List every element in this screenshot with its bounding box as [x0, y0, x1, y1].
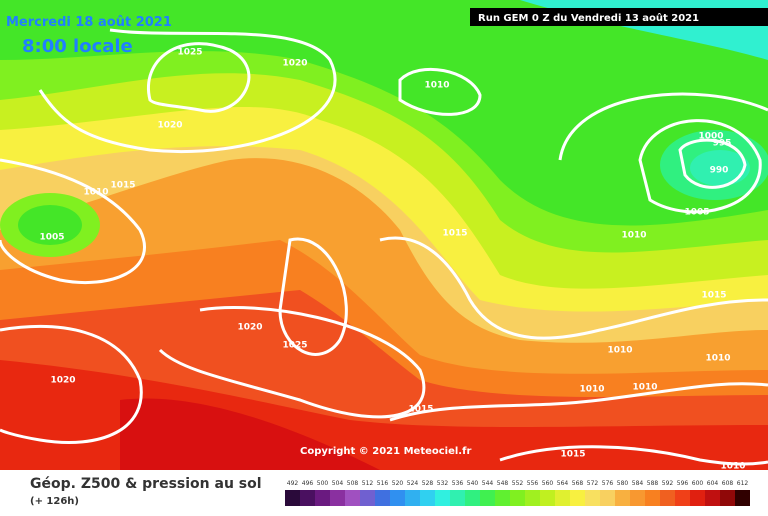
scale-swatch	[735, 490, 750, 506]
scale-swatch	[645, 490, 660, 506]
isobar-label: 990	[710, 166, 729, 176]
scale-value: 556	[527, 480, 539, 487]
isobar-label: 1005	[39, 233, 64, 243]
scale-swatch	[285, 490, 300, 506]
color-scale: 492 496 500 504 508 512 516 520 524 528 532 536 540 5…	[285, 480, 750, 506]
scale-value: 552	[512, 480, 524, 487]
scale-swatch	[585, 490, 600, 506]
isobar-label: 1010	[720, 462, 745, 472]
scale-swatch	[525, 490, 540, 506]
scale-value: 588	[647, 480, 659, 487]
isobar-label: 1010	[83, 188, 108, 198]
isobar-label: 1010	[632, 383, 657, 393]
scale-value: 584	[632, 480, 644, 487]
scale-swatch	[300, 490, 315, 506]
map-date: Mercredi 18 août 2021	[6, 15, 172, 30]
scale-swatch	[540, 490, 555, 506]
scale-value: 600	[692, 480, 704, 487]
scale-swatch	[420, 490, 435, 506]
footer-subtitle: (+ 126h)	[30, 496, 79, 507]
isobar-label: 1015	[408, 405, 433, 415]
scale-value: 496	[302, 480, 314, 487]
scale-swatch	[465, 490, 480, 506]
scale-swatch	[675, 490, 690, 506]
scale-value: 604	[707, 480, 719, 487]
scale-swatch	[495, 490, 510, 506]
isobar-label: 1010	[579, 385, 604, 395]
scale-swatch	[375, 490, 390, 506]
scale-value: 608	[722, 480, 734, 487]
run-box	[470, 8, 768, 26]
scale-swatch	[405, 490, 420, 506]
scale-value: 564	[557, 480, 569, 487]
scale-value: 524	[407, 480, 419, 487]
isobar-label: 1010	[705, 354, 730, 364]
scale-value: 612	[737, 480, 749, 487]
isobar-label: 995	[713, 139, 732, 149]
scale-value: 492	[287, 480, 299, 487]
scale-value: 540	[467, 480, 479, 487]
scale-value: 520	[392, 480, 404, 487]
scale-swatch	[450, 490, 465, 506]
isobar-label: 1025	[177, 48, 202, 58]
scale-value: 516	[377, 480, 389, 487]
map-time: 8:00 locale	[22, 36, 133, 57]
isobar-label: 1020	[50, 376, 75, 386]
scale-value: 568	[572, 480, 584, 487]
scale-value: 548	[497, 480, 509, 487]
scale-value: 512	[362, 480, 374, 487]
scale-swatch	[315, 490, 330, 506]
scale-swatch	[630, 490, 645, 506]
scale-value: 536	[452, 480, 464, 487]
scale-value: 592	[662, 480, 674, 487]
isobar-label: 1005	[684, 208, 709, 218]
isobar-label: 1015	[442, 229, 467, 239]
scale-swatch	[600, 490, 615, 506]
scale-swatch	[435, 490, 450, 506]
copyright: Copyright © 2021 Meteociel.fr	[300, 446, 471, 457]
scale-value: 572	[587, 480, 599, 487]
isobars	[0, 28, 768, 466]
scale-value: 596	[677, 480, 689, 487]
background-field	[0, 0, 768, 471]
scale-swatch	[570, 490, 585, 506]
scale-swatch	[690, 490, 705, 506]
scale-value: 576	[602, 480, 614, 487]
scale-value: 580	[617, 480, 629, 487]
isobar-label: 1015	[701, 291, 726, 301]
scale-value: 504	[332, 480, 344, 487]
scale-swatch	[510, 490, 525, 506]
scale-swatch	[615, 490, 630, 506]
scale-value: 508	[347, 480, 359, 487]
scale-value: 532	[437, 480, 449, 487]
isobar-label: 1000	[698, 132, 723, 142]
run-info: Run GEM 0 Z du Vendredi 13 août 2021	[478, 12, 699, 24]
isobar-label: 1020	[237, 323, 262, 333]
scale-swatch	[720, 490, 735, 506]
scale-swatch	[390, 490, 405, 506]
isobar-label: 1015	[110, 181, 135, 191]
isobar-label: 1010	[621, 231, 646, 241]
scale-swatch	[660, 490, 675, 506]
scale-swatch	[480, 490, 495, 506]
scale-value: 560	[542, 480, 554, 487]
scale-swatch	[555, 490, 570, 506]
isobar-label: 1020	[282, 59, 307, 69]
scale-value: 544	[482, 480, 494, 487]
isobar-label: 1025	[282, 341, 307, 351]
isobar-label: 1020	[157, 121, 182, 131]
isobar-label: 1010	[607, 346, 632, 356]
footer-title: Géop. Z500 & pression au sol	[30, 476, 262, 492]
scale-swatch	[345, 490, 360, 506]
isobar-label: 1010	[424, 81, 449, 91]
scale-swatch	[330, 490, 345, 506]
scale-value: 500	[317, 480, 329, 487]
scale-value: 528	[422, 480, 434, 487]
scale-swatch	[360, 490, 375, 506]
isobar-label: 1015	[560, 450, 585, 460]
scale-swatch	[705, 490, 720, 506]
